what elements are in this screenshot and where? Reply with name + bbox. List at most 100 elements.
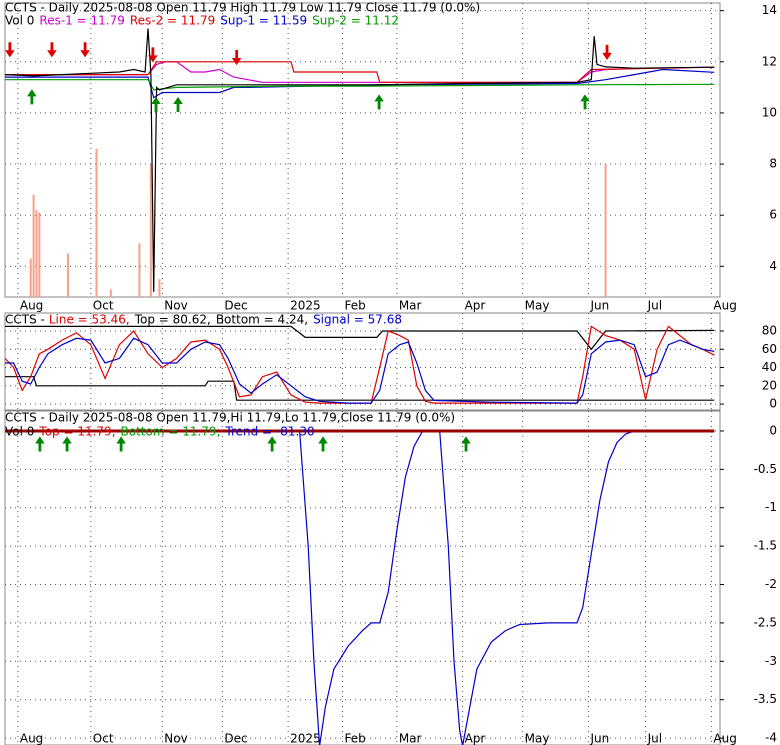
panel-frame (4, 2, 721, 298)
legend-entry: Bottom = 4.24, (216, 313, 308, 327)
signal-arrow (62, 436, 72, 452)
volume-bar (149, 164, 152, 297)
y-tick-label: -1 (765, 500, 777, 514)
signal-arrow (35, 436, 45, 452)
volume-bar (158, 279, 161, 297)
panel-frame (4, 312, 721, 411)
x-tick-label: Mar (399, 299, 422, 313)
legend-entry: Vol 0 (5, 425, 34, 439)
x-tick-label: Jun (589, 299, 609, 313)
y-tick-label: -2.5 (754, 615, 777, 629)
series-line (5, 325, 715, 351)
x-tick-label: Aug (713, 732, 736, 745)
volume-bar (95, 148, 98, 297)
signal-arrow (27, 89, 37, 105)
y-tick-label: 4 (769, 259, 777, 273)
y-tick-label: -1.5 (754, 539, 777, 553)
series-line (5, 61, 715, 83)
y-tick-label: -4 (765, 731, 777, 745)
panel-frame (4, 410, 721, 745)
x-tick-label: Aug (713, 299, 736, 313)
volume-bar (38, 212, 41, 297)
volume-bar (604, 164, 607, 297)
signal-arrow (80, 42, 90, 58)
x-tick-label: Dec (224, 299, 247, 313)
signal-arrow (231, 49, 242, 66)
legend-entry: Sup-2 = 11.12 (312, 14, 399, 28)
legend-entry: Trend = -81.30 (224, 425, 314, 439)
signal-arrow (151, 96, 161, 112)
x-tick-label: Jun (589, 732, 609, 745)
volume-bar (138, 243, 141, 297)
x-tick-label: Nov (164, 299, 187, 313)
x-tick-label: 2025 (290, 299, 321, 313)
volume-bar (35, 210, 38, 297)
legend-entry: Sup-1 = 11.59 (220, 14, 307, 28)
signal-arrow (116, 436, 126, 452)
legend-entry: Signal = 57.68 (313, 313, 402, 327)
signal-arrow (148, 47, 158, 63)
legend-entry: Vol 0 (5, 14, 34, 28)
legend-entry: Line = 53.46, (49, 313, 130, 327)
x-tick-label: Aug (20, 732, 43, 745)
signal-arrow (267, 436, 277, 452)
x-tick-label: Feb (344, 732, 365, 745)
x-tick-label: Mar (399, 732, 422, 745)
signal-arrow (318, 436, 328, 452)
x-tick-label: May (525, 732, 550, 745)
volume-bar (109, 289, 112, 297)
series-line (5, 68, 715, 99)
signal-arrow (374, 94, 384, 110)
x-tick-label: Feb (344, 299, 365, 313)
x-tick-label: Dec (224, 732, 247, 745)
series-line (5, 79, 715, 91)
x-tick-label: May (525, 299, 550, 313)
legend-entry: Bottom = 11.79, (121, 425, 221, 439)
signal-arrow (602, 44, 612, 60)
signal-arrow (461, 436, 471, 452)
signal-arrow (47, 42, 57, 58)
series-line (5, 430, 715, 745)
panel-title: CCTS - Daily 2025-08-08 Open 11.79 High … (5, 1, 480, 15)
panel-title: CCTS - Daily 2025-08-08 Open 11.79,Hi 11… (5, 411, 455, 425)
y-tick-label: 12 (762, 54, 777, 68)
series-line (4, 28, 715, 292)
y-tick-label: -2 (765, 577, 777, 591)
x-tick-label: 2025 (290, 732, 321, 745)
series-line (5, 376, 715, 401)
volume-bar (66, 253, 69, 297)
y-tick-label: 20 (762, 378, 777, 392)
y-tick-label: 40 (762, 360, 777, 374)
y-tick-label: 14 (762, 3, 777, 17)
legend-entry: Res-1 = 11.79 (39, 14, 124, 28)
x-tick-label: Aug (20, 299, 43, 313)
y-tick-label: 80 (762, 323, 777, 337)
y-tick-label: 6 (769, 208, 777, 222)
x-tick-label: Nov (164, 732, 187, 745)
legend-entry: Top = 80.62, (134, 313, 211, 327)
legend-entry: Res-2 = 11.79 (130, 14, 215, 28)
signal-arrow (5, 42, 15, 58)
volume-bar (32, 194, 35, 297)
x-tick-label: Jul (647, 299, 662, 313)
y-tick-label: 0 (769, 397, 777, 411)
y-tick-label: 60 (762, 342, 777, 356)
x-tick-label: Oct (93, 732, 114, 745)
x-tick-label: Apr (465, 732, 486, 745)
x-tick-label: Apr (465, 299, 486, 313)
signal-arrow (173, 96, 183, 112)
y-tick-label: 10 (762, 105, 777, 119)
volume-bar (29, 258, 32, 297)
panel-title: CCTS - (5, 313, 45, 327)
signal-arrow (580, 94, 590, 110)
y-tick-label: -3 (765, 654, 777, 668)
y-tick-label: -3.5 (754, 692, 777, 706)
x-tick-label: Jul (647, 732, 662, 745)
y-tick-label: -0.5 (754, 462, 777, 476)
y-tick-label: 8 (769, 157, 777, 171)
series-line (5, 337, 715, 404)
y-tick-label: 0 (769, 423, 777, 437)
x-tick-label: Oct (93, 299, 114, 313)
